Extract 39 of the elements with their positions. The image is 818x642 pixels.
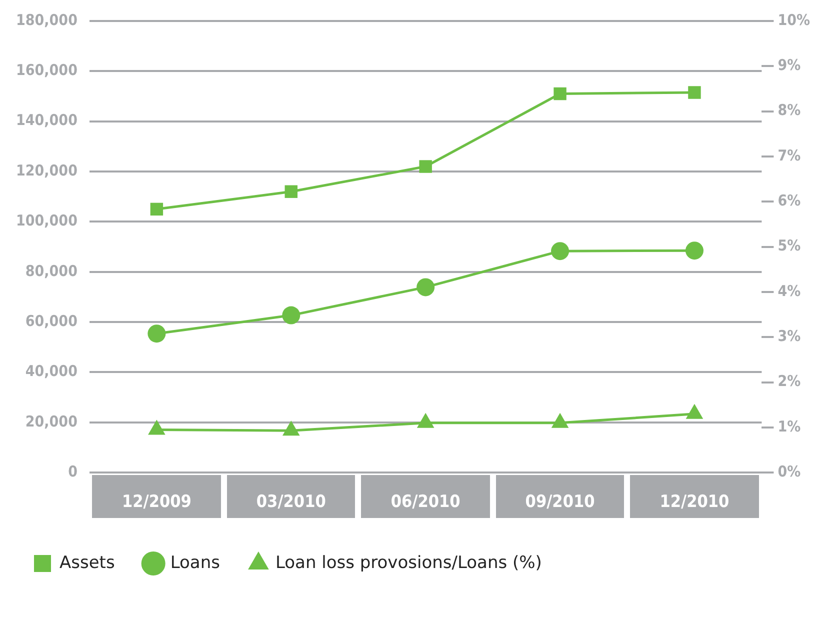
y-tick-label: 120,000 — [16, 161, 78, 180]
y2-tick-label: 3% — [778, 327, 802, 346]
y2-tick-label: 2% — [778, 372, 802, 390]
point — [282, 306, 300, 324]
y-tick-label: 100,000 — [16, 212, 78, 230]
y2-tick-label: 10% — [778, 10, 810, 29]
y2-tick-label: 8% — [778, 101, 802, 120]
x-tick-label: 12/2010 — [660, 492, 730, 512]
y2-tick-label: 6% — [778, 192, 802, 210]
y-tick-label: 20,000 — [25, 412, 78, 430]
y-tick-label: 160,000 — [16, 61, 78, 80]
y2-tick-label: 7% — [778, 146, 802, 164]
legend-label: Assets — [60, 552, 115, 573]
y2-tick-label: 4% — [778, 282, 802, 300]
legend-label: Loans — [170, 552, 220, 573]
y2-tick-label: 1% — [778, 417, 802, 436]
y-tick-label: 180,000 — [16, 10, 78, 29]
x-tick-label: 12/2009 — [122, 492, 192, 512]
x-tick-label: 03/2010 — [256, 492, 326, 512]
x-tick-label: 09/2010 — [525, 492, 595, 512]
point — [688, 86, 701, 99]
point — [150, 202, 164, 216]
point — [284, 185, 298, 198]
y-tick-label: 0 — [68, 462, 78, 480]
legend-label: Loan loss provosions/Loans (%) — [275, 552, 542, 573]
point — [554, 87, 566, 100]
y-tick-label: 140,000 — [16, 111, 78, 130]
point — [416, 278, 435, 296]
point — [148, 324, 166, 343]
x-tick-label: 06/2010 — [390, 492, 460, 512]
y-tick-label: 40,000 — [25, 362, 78, 380]
y-tick-label: 60,000 — [25, 312, 78, 330]
point — [685, 242, 704, 260]
y2-tick-label: 5% — [778, 236, 802, 255]
y-tick-label: 80,000 — [25, 262, 78, 280]
point — [419, 160, 432, 173]
y2-tick-label: 9% — [778, 56, 802, 74]
y2-tick-label: 0% — [778, 462, 802, 480]
point — [551, 242, 570, 260]
